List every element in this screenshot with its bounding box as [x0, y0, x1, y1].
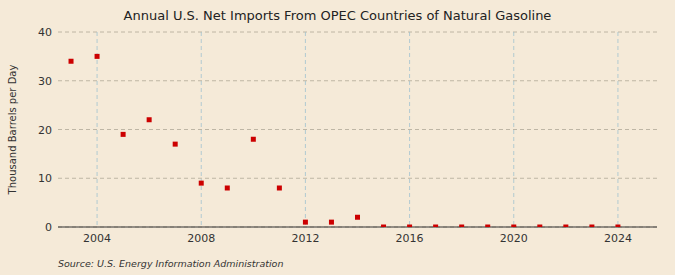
x-tick-label: 2004 [83, 232, 111, 245]
data-point [511, 225, 516, 228]
tick-labels: 2004 2008 2012 2016 2020 2024 0 10 20 30 40 [38, 26, 632, 245]
x-grid-line [513, 32, 514, 227]
data-point [537, 225, 542, 228]
data-point [173, 142, 178, 147]
data-point [615, 225, 620, 228]
chart-svg: 2004 2008 2012 2016 2020 2024 0 10 20 30 40 Annual … [0, 0, 675, 275]
x-tick-label: 2012 [291, 232, 319, 245]
data-point [589, 225, 594, 228]
data-point [95, 54, 100, 59]
data-point [69, 59, 74, 64]
data-point [251, 137, 256, 142]
data-point [407, 225, 412, 228]
x-grid-line [97, 32, 98, 227]
x-tick-label: 2008 [187, 232, 215, 245]
data-point [485, 225, 490, 228]
x-grid-line [305, 32, 306, 227]
y-tick-label: 40 [38, 26, 52, 39]
x-tick-label: 2024 [604, 232, 632, 245]
chart-title: Annual U.S. Net Imports From OPEC Countr… [124, 8, 552, 23]
x-grid-line [201, 32, 202, 227]
data-point [355, 215, 360, 220]
data-point [329, 220, 334, 225]
y-axis-label: Thousand Barrels per Day [7, 65, 18, 196]
points [69, 54, 621, 227]
y-grid-line [58, 80, 657, 81]
y-grid-line [58, 129, 657, 130]
x-grid-line [617, 32, 618, 227]
y-tick-label: 30 [38, 75, 52, 88]
data-point [121, 132, 126, 137]
y-tick-label: 10 [38, 172, 52, 185]
grid [58, 32, 657, 227]
y-grid-line [58, 32, 657, 33]
y-grid-line [58, 178, 657, 179]
data-point [303, 220, 308, 225]
x-grid-line [409, 32, 410, 227]
x-tick-label: 2016 [396, 232, 424, 245]
y-tick-label: 0 [45, 221, 52, 234]
data-point [277, 186, 282, 191]
source-note: Source: U.S. Energy Information Administ… [58, 258, 283, 269]
data-point [563, 225, 568, 228]
data-point [199, 181, 204, 186]
y-tick-label: 20 [38, 124, 52, 137]
data-point [381, 225, 386, 228]
chart-container: 2004 2008 2012 2016 2020 2024 0 10 20 30 40 Annual … [0, 0, 675, 275]
data-point [459, 225, 464, 228]
data-point [225, 186, 230, 191]
data-point [147, 117, 152, 122]
x-tick-label: 2020 [500, 232, 528, 245]
data-point [433, 225, 438, 228]
